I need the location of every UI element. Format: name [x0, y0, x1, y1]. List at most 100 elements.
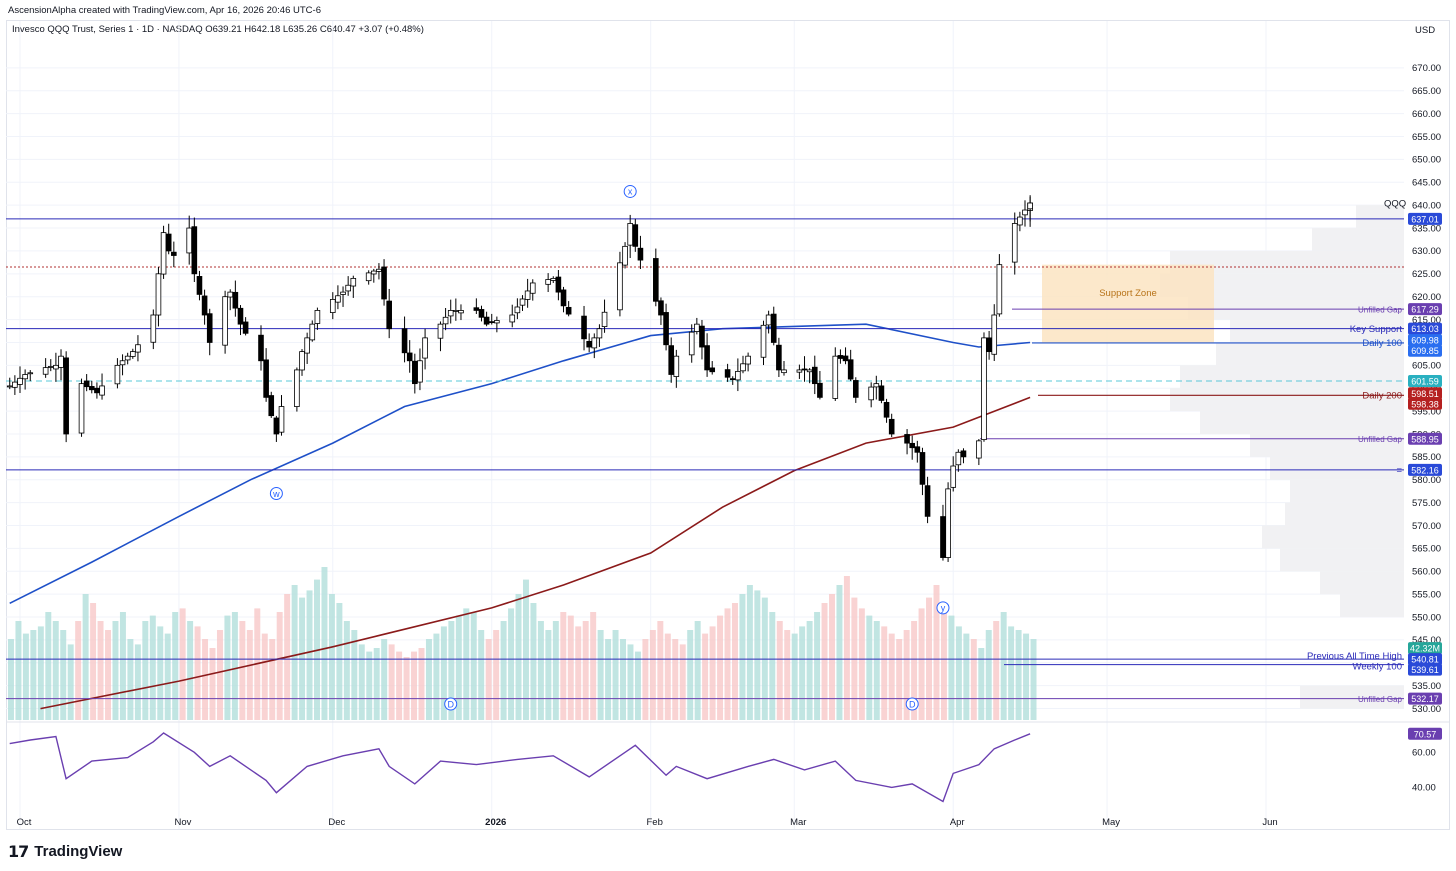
price-tag-text: 637.01 [1411, 214, 1439, 224]
candle-up [996, 264, 1003, 315]
candle-down [637, 247, 644, 261]
candle-up [796, 369, 803, 373]
candle-up [545, 279, 551, 285]
volume-bar [821, 603, 828, 720]
candle-up [735, 371, 741, 381]
volume-bar [590, 612, 597, 720]
candle-down [729, 378, 736, 381]
volume-bar [530, 603, 537, 720]
candle-down [63, 357, 69, 435]
candle-down [986, 337, 992, 353]
volume-bar [433, 633, 440, 720]
volume-bar [75, 621, 82, 720]
candle-up [150, 314, 157, 343]
time-tick-label: Dec [328, 817, 345, 828]
price-tick-label: 640.00 [1412, 200, 1441, 211]
time-tick-label: 2026 [485, 817, 506, 828]
volume-bar [37, 626, 44, 720]
candle-down [842, 355, 849, 362]
candle-down [852, 380, 859, 398]
volume-bar [672, 639, 679, 720]
candle-down [201, 295, 208, 316]
candle-down [960, 450, 967, 458]
candle-up [422, 337, 428, 359]
candle-up [740, 363, 746, 372]
price-tick-label: 635.00 [1412, 223, 1441, 234]
volume-profile-bar [1290, 479, 1404, 503]
price-tag-text: 617.29 [1411, 305, 1439, 315]
price-tag-text: 42.32M [1410, 644, 1440, 654]
price-tick-label: 630.00 [1412, 246, 1441, 257]
volume-bar [754, 590, 761, 720]
volume-bar [799, 626, 806, 720]
price-tag-box [1408, 642, 1442, 655]
volume-bar [940, 603, 947, 720]
volume-bar [963, 633, 970, 720]
volume-bar [261, 633, 268, 720]
candle-up [950, 465, 957, 488]
volume-bar [873, 621, 880, 720]
volume-bar [134, 644, 141, 720]
candle-up [53, 364, 59, 370]
candle-up [22, 374, 28, 380]
volume-bar [784, 630, 791, 720]
candle-down [273, 417, 280, 435]
volume-bar [306, 590, 313, 720]
candle-down [919, 452, 926, 485]
wave-label-circle [444, 697, 458, 711]
volume-bar [15, 621, 22, 720]
volume-profile-bar [1356, 205, 1404, 229]
volume-bar [470, 612, 477, 720]
candle-up [765, 314, 772, 326]
volume-bar [142, 621, 149, 720]
rsi-pane: 60.00 40.00 [9, 732, 1436, 803]
volume-profile-bar [1170, 388, 1404, 412]
daily-200-label: Daily 200 [1362, 391, 1402, 402]
volume-bar [82, 594, 89, 720]
candle-down [412, 360, 418, 385]
tag-540: 540.81 [1408, 653, 1442, 666]
price-tag-box [1408, 387, 1442, 400]
volume-bar [269, 639, 276, 720]
volume-profile-bar [1270, 456, 1404, 480]
price-tag-box [1408, 212, 1442, 225]
volume-profile-bar [1280, 548, 1404, 572]
volume-bar [687, 630, 694, 720]
price-tag-box [1408, 344, 1442, 357]
volume-bar [22, 633, 29, 720]
time-tick-label: Apr [950, 817, 965, 828]
candle-down [94, 387, 100, 394]
tag-daily200-a: 598.51 [1408, 387, 1442, 400]
candle-up [78, 383, 85, 434]
volume-bar [829, 594, 835, 720]
volume-bar [448, 621, 455, 720]
volume-bar [858, 608, 865, 720]
price-tick-label: 555.00 [1412, 589, 1441, 600]
volume-bar [814, 612, 821, 720]
candle-up [335, 295, 341, 303]
volume-bar [664, 633, 671, 720]
candle-down [704, 345, 710, 371]
volume-bar [978, 648, 985, 720]
tradingview-logo[interactable]: 17 TradingView [8, 842, 122, 861]
candle-down [837, 355, 844, 359]
candle-up [27, 372, 34, 375]
price-tick-label: 545.00 [1412, 635, 1441, 646]
candle-up [617, 262, 623, 311]
price-tick-label: 655.00 [1412, 132, 1441, 143]
candle-down [560, 289, 567, 307]
time-axis: Oct Nov Dec 2026 Feb Mar Apr May Jun [17, 817, 1278, 828]
candle-up [99, 385, 105, 396]
tag-539: 539.61 [1408, 663, 1442, 676]
volume-bar [343, 621, 350, 720]
candle-up [222, 296, 228, 346]
candle-down [88, 386, 95, 391]
volume-profile-bar [1188, 296, 1404, 320]
candle-down [268, 395, 275, 417]
price-tag-text: 613.03 [1411, 324, 1439, 334]
volume-bar [493, 630, 500, 720]
candle-down [668, 345, 675, 375]
candle-up [309, 323, 316, 341]
candle-up [673, 355, 680, 377]
